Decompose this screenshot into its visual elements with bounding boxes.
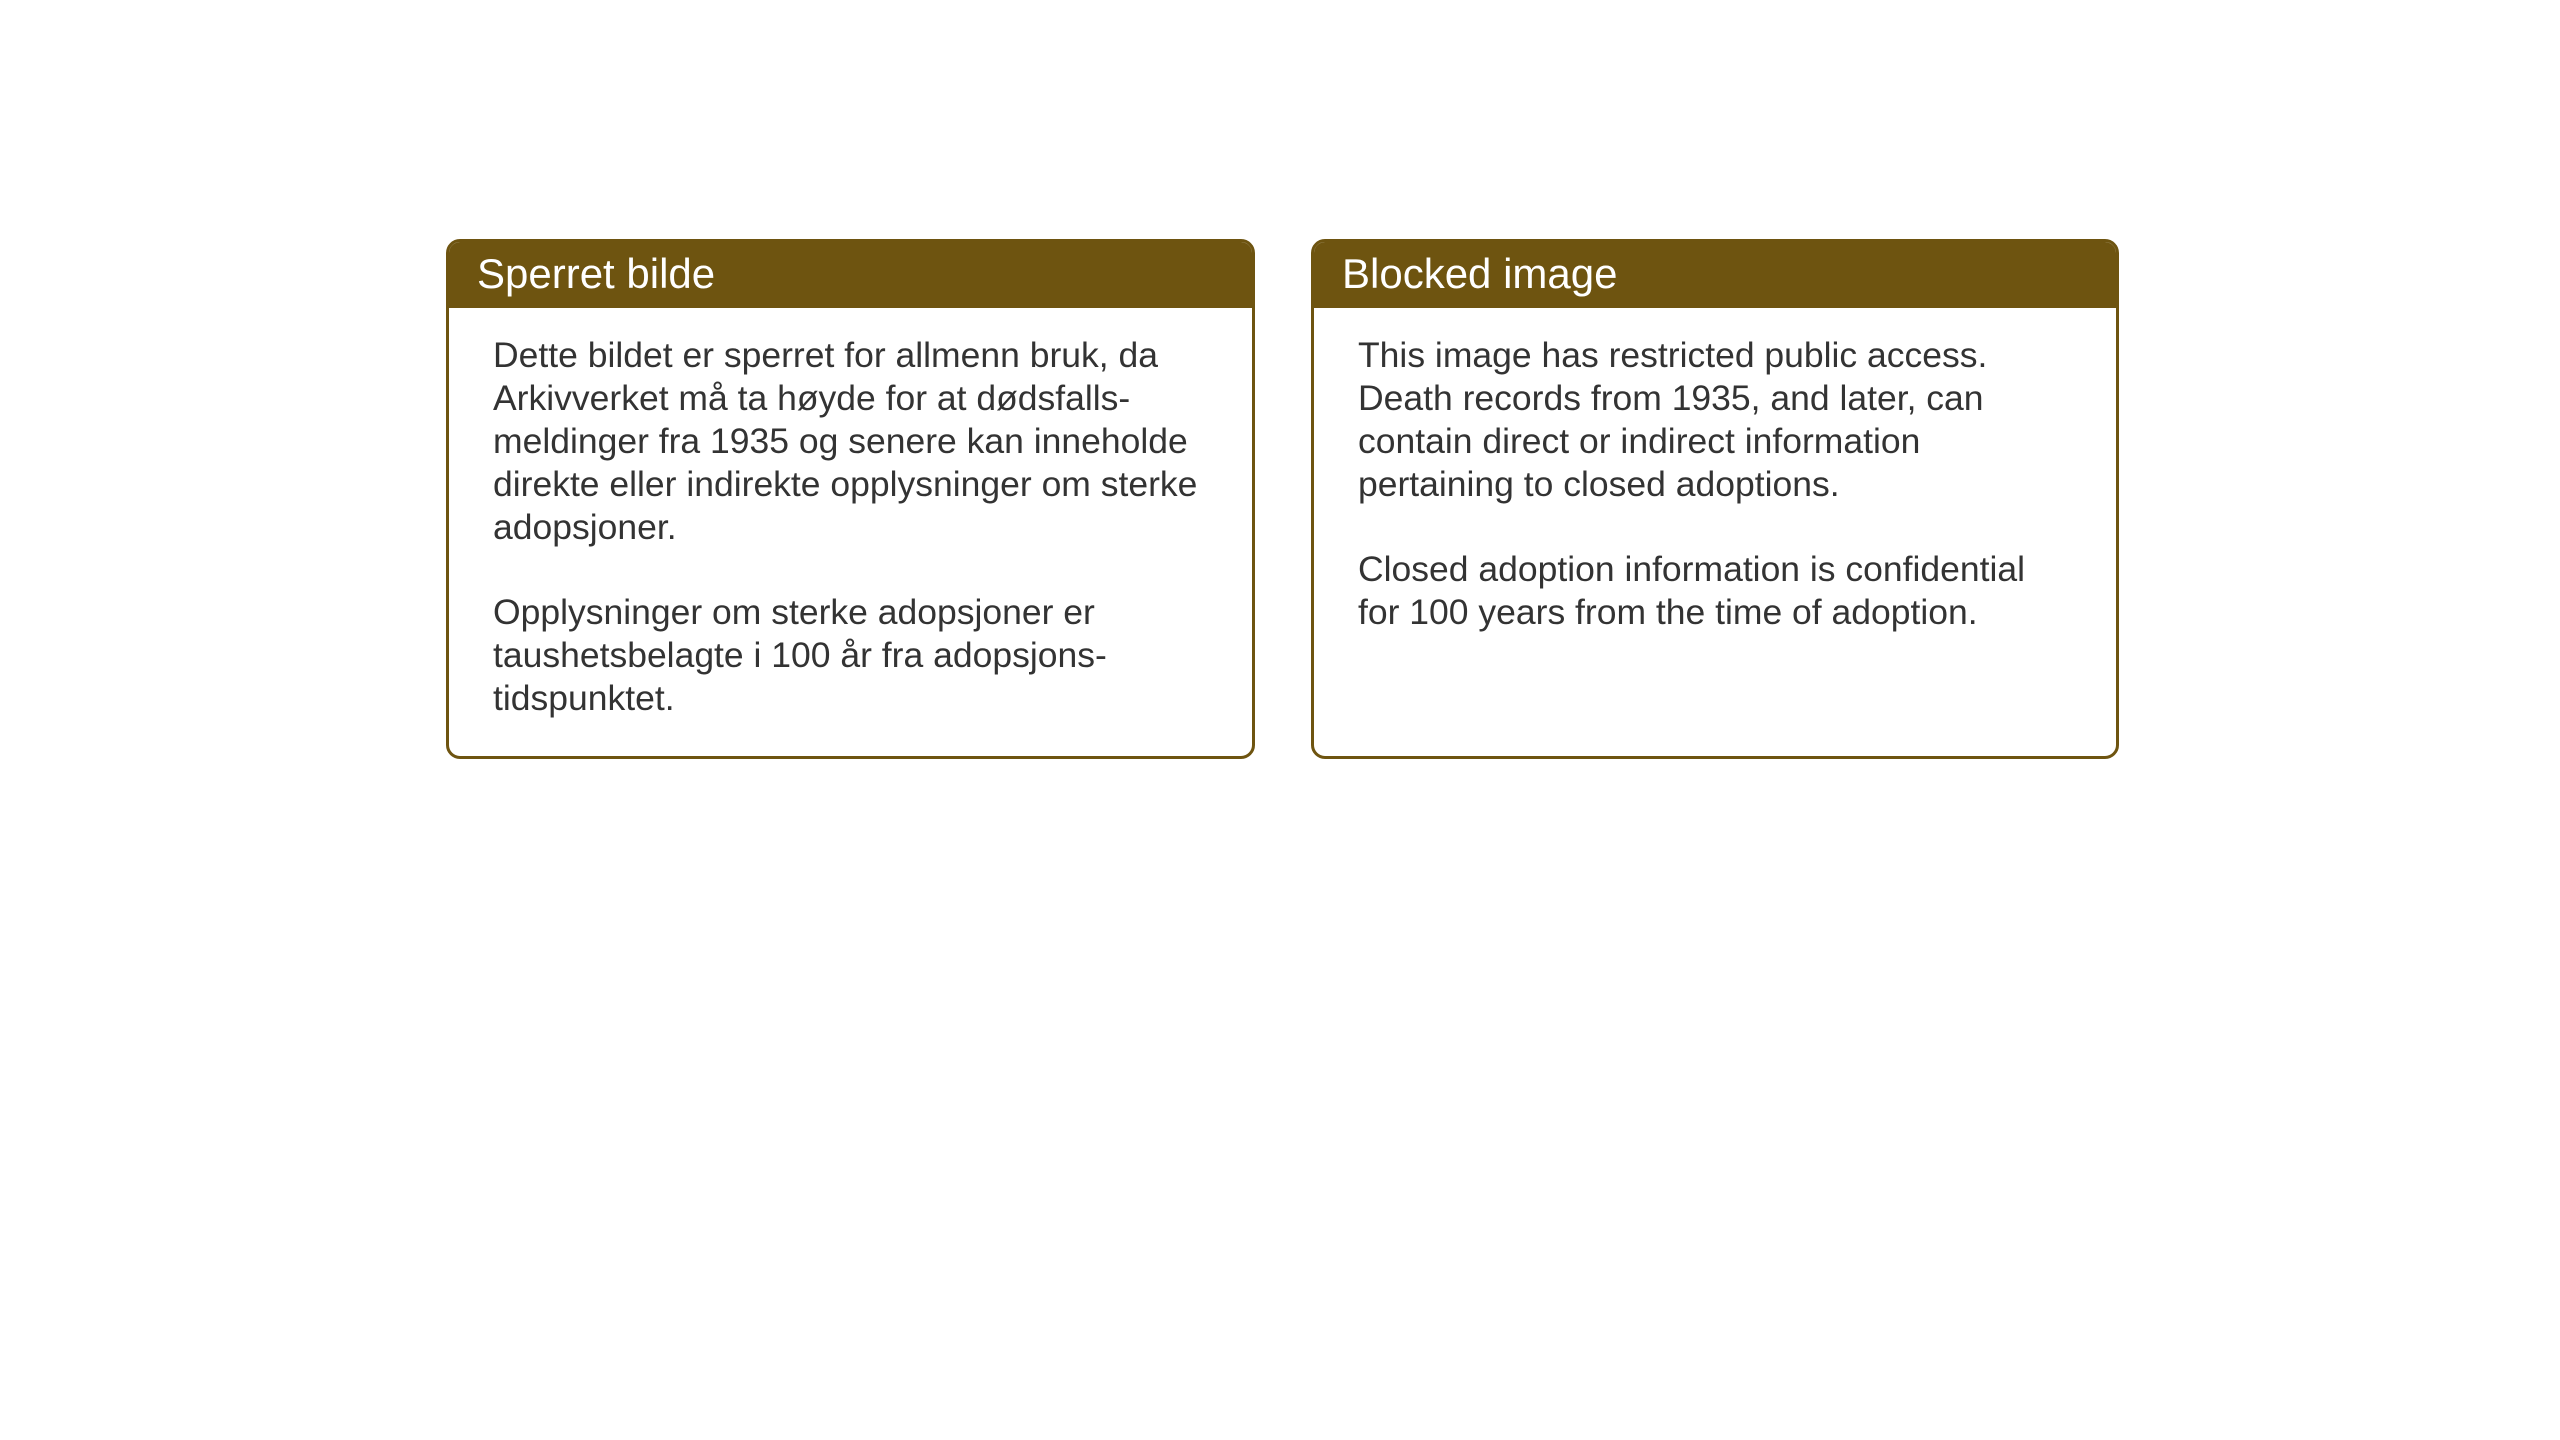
info-text-english-p2: Closed adoption information is confident… <box>1358 548 2072 634</box>
info-text-english-p1: This image has restricted public access.… <box>1358 334 2072 506</box>
info-box-header-norwegian: Sperret bilde <box>449 242 1252 308</box>
info-box-body-english: This image has restricted public access.… <box>1314 308 2116 724</box>
info-text-norwegian-p2: Opplysninger om sterke adopsjoner er tau… <box>493 591 1208 720</box>
info-box-header-english: Blocked image <box>1314 242 2116 308</box>
info-box-body-norwegian: Dette bildet er sperret for allmenn bruk… <box>449 308 1252 756</box>
info-text-norwegian-p1: Dette bildet er sperret for allmenn bruk… <box>493 334 1208 549</box>
info-box-norwegian: Sperret bilde Dette bildet er sperret fo… <box>446 239 1255 759</box>
info-boxes-container: Sperret bilde Dette bildet er sperret fo… <box>446 239 2119 759</box>
info-box-english: Blocked image This image has restricted … <box>1311 239 2119 759</box>
